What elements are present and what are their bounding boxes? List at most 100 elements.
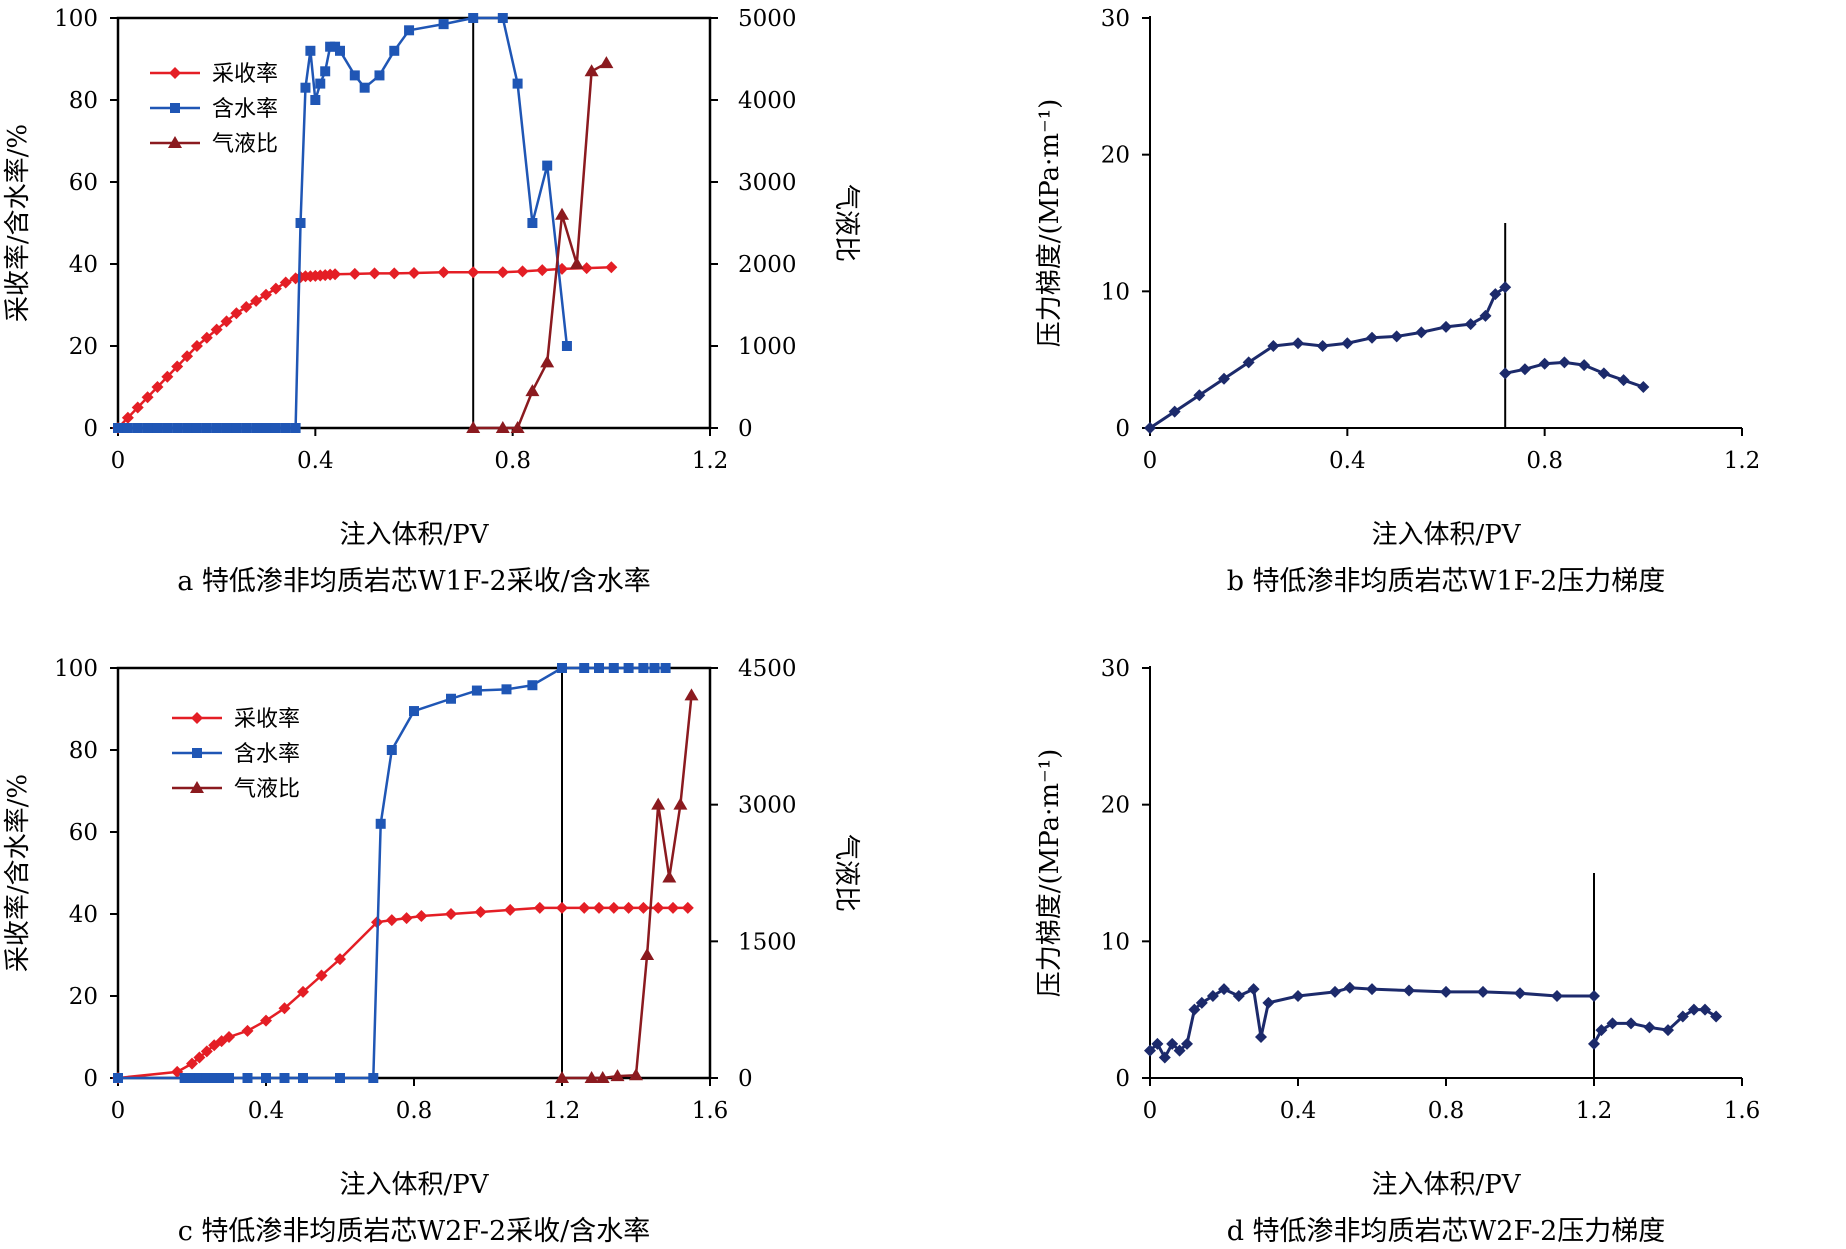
data-point (194, 1073, 205, 1083)
x-tick-label: 1.6 (1724, 1098, 1761, 1124)
data-point (1218, 372, 1230, 385)
y-tick-label: 20 (69, 984, 98, 1010)
data-point (1440, 985, 1452, 998)
data-point (1267, 340, 1280, 352)
data-point (466, 421, 481, 433)
series-line (118, 16, 569, 430)
data-point (637, 901, 650, 914)
data-point (584, 1071, 599, 1083)
chart-caption: b 特低渗非均质岩芯W1F-2压力梯度 (1227, 566, 1666, 597)
data-point (599, 56, 614, 69)
data-point (1193, 389, 1206, 402)
data-point (389, 45, 400, 56)
data-point (578, 901, 591, 914)
data-point (122, 423, 133, 433)
data-point (298, 1073, 308, 1083)
y-tick-label: 10 (1101, 929, 1130, 955)
y2-tick-label: 3000 (738, 170, 797, 196)
x-tick-label: 0.8 (1526, 448, 1563, 474)
legend-marker (168, 136, 182, 148)
data-point (1606, 1017, 1619, 1030)
data-point (315, 78, 326, 89)
data-point (224, 1073, 234, 1083)
data-point (186, 1057, 198, 1070)
x-axis-label: 注入体积/PV (339, 1170, 489, 1200)
data-point (260, 288, 272, 301)
data-point (1144, 422, 1156, 434)
data-point (230, 307, 243, 320)
x-tick-label: 0 (1143, 448, 1158, 474)
legend-label: 气液比 (234, 777, 300, 802)
data-point (1195, 996, 1208, 1009)
data-point (1166, 1037, 1179, 1050)
y-tick-label: 0 (1115, 416, 1130, 442)
data-point (242, 1073, 253, 1083)
data-point (368, 267, 381, 280)
data-point (305, 45, 316, 56)
data-point (151, 381, 164, 393)
data-point (649, 663, 660, 673)
data-point (201, 1073, 212, 1083)
data-point (623, 663, 634, 673)
x-tick-label: 0.4 (1329, 448, 1366, 474)
data-point (260, 1014, 272, 1027)
data-point (467, 266, 480, 279)
data-point (1617, 374, 1630, 387)
data-point (542, 160, 553, 171)
y-tick-label: 0 (83, 416, 98, 442)
data-point (1242, 356, 1255, 369)
data-point (374, 70, 385, 81)
data-point (651, 797, 666, 810)
data-point (1551, 990, 1563, 1002)
x-tick-label: 0.4 (1280, 1098, 1317, 1124)
chart-panel-b: 0 0.4 0.8 1.2 0 10 20 30 注入体积/PV 压力梯度/(MPa·m⁻¹) b … (1035, 6, 1760, 597)
data-point (638, 663, 649, 673)
data-point (474, 905, 487, 918)
y2-tick-label: 2000 (738, 252, 797, 278)
data-point (320, 66, 331, 77)
data-point (1144, 1044, 1156, 1057)
data-point (240, 301, 253, 314)
data-point (1247, 983, 1260, 996)
data-point (660, 663, 671, 673)
x-axis-label: 注入体积/PV (1371, 520, 1521, 550)
data-point (220, 315, 233, 328)
data-point (510, 421, 525, 433)
data-point (584, 64, 599, 77)
series-line (562, 695, 693, 1080)
data-point (468, 13, 479, 23)
y2-tick-label: 1000 (738, 334, 797, 360)
data-point (210, 323, 223, 336)
data-point (1292, 337, 1304, 350)
data-point (231, 423, 242, 433)
legend-marker (191, 712, 203, 724)
data-point (315, 969, 328, 982)
legend-marker (192, 748, 202, 758)
data-point (555, 1071, 569, 1083)
data-point (667, 901, 679, 914)
data-point (595, 1071, 610, 1083)
data-point (556, 901, 568, 914)
data-point (1464, 318, 1477, 331)
data-point (512, 78, 523, 89)
data-point (388, 267, 401, 280)
data-point (1514, 987, 1526, 1000)
data-point (501, 684, 512, 695)
data-point (172, 423, 183, 433)
data-point (1538, 357, 1551, 370)
data-point (1181, 1037, 1193, 1050)
data-point (605, 261, 618, 274)
data-point (1329, 985, 1341, 998)
chart-panel-c: 0 0.4 0.8 1.2 1.6 0 20 40 60 80 100 0 1500 3000 4500 气液… (3, 656, 861, 1247)
data-point (278, 1002, 291, 1015)
data-point (270, 423, 281, 433)
data-point (681, 901, 694, 914)
data-point (1595, 1024, 1608, 1037)
data-point (280, 423, 291, 433)
data-point (223, 1031, 235, 1043)
y-tick-label: 80 (69, 738, 98, 764)
data-point (496, 266, 509, 279)
data-point (1625, 1017, 1637, 1030)
data-point (409, 706, 419, 717)
